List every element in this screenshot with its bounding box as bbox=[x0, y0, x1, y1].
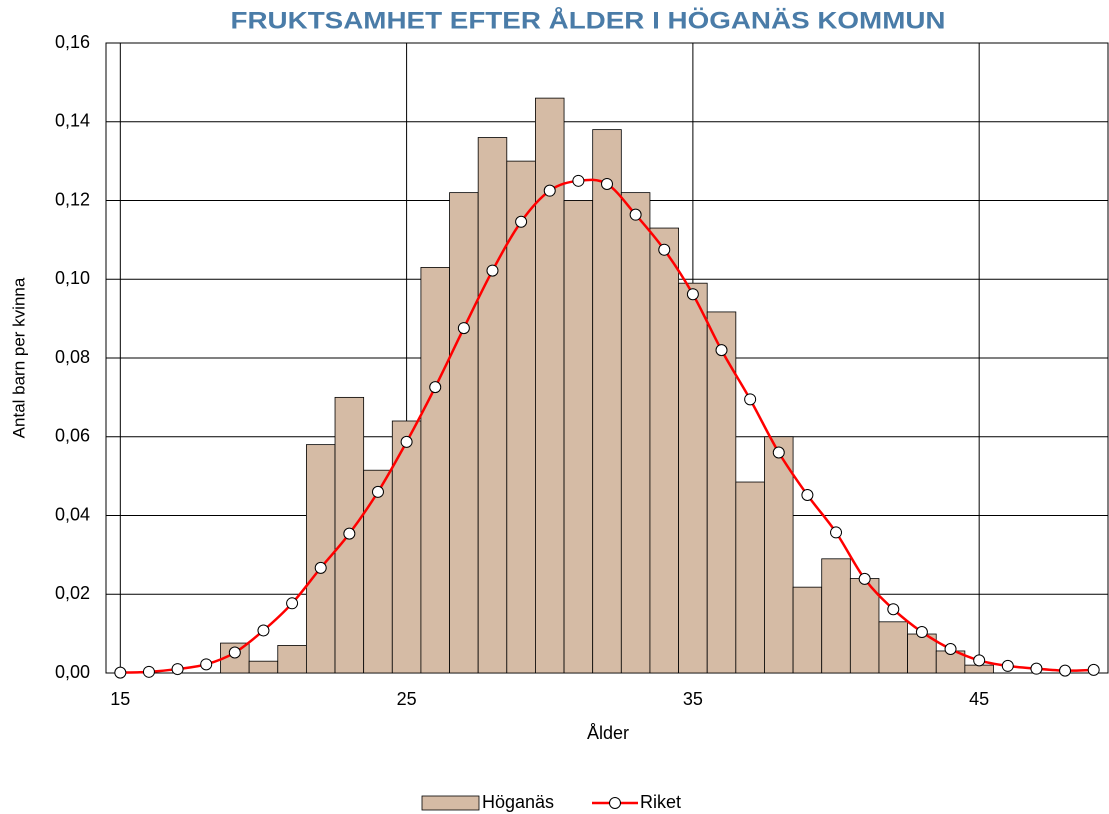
bar bbox=[305, 444, 336, 674]
line-marker bbox=[772, 446, 785, 459]
line-marker bbox=[686, 288, 699, 301]
line-marker bbox=[801, 489, 814, 502]
bar bbox=[363, 469, 393, 674]
line-marker bbox=[629, 208, 642, 221]
bar bbox=[563, 200, 594, 674]
bar bbox=[907, 633, 937, 674]
bar bbox=[735, 481, 765, 674]
line-marker bbox=[944, 642, 957, 655]
y-tick-label: 0,02 bbox=[55, 583, 90, 603]
bar bbox=[849, 578, 880, 674]
bar bbox=[706, 311, 737, 674]
y-tick-label: 0,12 bbox=[55, 189, 90, 209]
line-marker bbox=[1001, 659, 1014, 672]
bar bbox=[678, 282, 708, 674]
line-marker bbox=[114, 666, 127, 679]
bar bbox=[391, 420, 422, 674]
line-marker bbox=[371, 485, 384, 498]
bar bbox=[878, 621, 909, 674]
line-marker bbox=[343, 527, 356, 540]
y-tick-label: 0,16 bbox=[55, 32, 90, 52]
line-marker bbox=[830, 526, 843, 539]
legend-label: Riket bbox=[640, 792, 681, 812]
y-tick-label: 0,14 bbox=[55, 111, 90, 131]
legend-label: Höganäs bbox=[482, 792, 554, 812]
y-tick-label: 0,06 bbox=[55, 426, 90, 446]
bar bbox=[420, 267, 450, 674]
chart-title: FRUKTSAMHET EFTER ÅLDER I HÖGANÄS KOMMUN bbox=[231, 6, 946, 34]
line-marker bbox=[142, 665, 155, 678]
y-tick-label: 0,00 bbox=[55, 662, 90, 682]
line-marker bbox=[1087, 663, 1100, 676]
bar bbox=[449, 192, 479, 674]
y-tick-label: 0,08 bbox=[55, 347, 90, 367]
line-marker bbox=[1030, 662, 1043, 675]
line-marker bbox=[744, 393, 757, 406]
x-tick-label: 25 bbox=[397, 689, 417, 709]
line-marker bbox=[200, 658, 213, 671]
y-tick-label: 0,04 bbox=[55, 504, 90, 524]
line-marker bbox=[257, 624, 270, 637]
line-marker bbox=[858, 572, 871, 585]
bar bbox=[649, 227, 679, 674]
y-tick-label: 0,10 bbox=[55, 268, 90, 288]
bar bbox=[764, 436, 794, 674]
bar bbox=[592, 129, 622, 674]
line-marker bbox=[601, 177, 613, 190]
x-axis-label: Ålder bbox=[587, 723, 629, 743]
bar bbox=[277, 645, 307, 674]
line-marker bbox=[1059, 664, 1072, 677]
x-tick-label: 35 bbox=[683, 689, 703, 709]
x-tick-label: 15 bbox=[110, 689, 130, 709]
line-marker bbox=[572, 174, 585, 187]
bar bbox=[821, 558, 851, 674]
x-tick-label: 45 bbox=[969, 689, 989, 709]
line-marker bbox=[515, 215, 528, 228]
line-marker bbox=[715, 344, 728, 357]
line-marker bbox=[228, 646, 241, 659]
legend-swatch-marker bbox=[609, 797, 621, 809]
line-marker bbox=[286, 597, 299, 610]
line-marker bbox=[457, 322, 470, 335]
line-marker bbox=[429, 381, 442, 394]
line-marker bbox=[973, 654, 986, 667]
bar bbox=[620, 192, 651, 674]
line-marker bbox=[658, 243, 671, 256]
line-marker bbox=[400, 435, 413, 448]
bar bbox=[792, 586, 823, 674]
line-marker bbox=[887, 603, 900, 616]
bar bbox=[248, 660, 279, 674]
line-marker bbox=[915, 626, 928, 639]
legend-swatch bbox=[421, 795, 480, 811]
bar bbox=[477, 137, 508, 674]
line-marker bbox=[171, 663, 184, 676]
bar bbox=[506, 160, 536, 674]
line-marker bbox=[314, 561, 327, 574]
line-marker bbox=[486, 264, 499, 277]
line-marker bbox=[543, 184, 556, 197]
y-axis-label: Antal barn per kvinna bbox=[9, 277, 28, 438]
